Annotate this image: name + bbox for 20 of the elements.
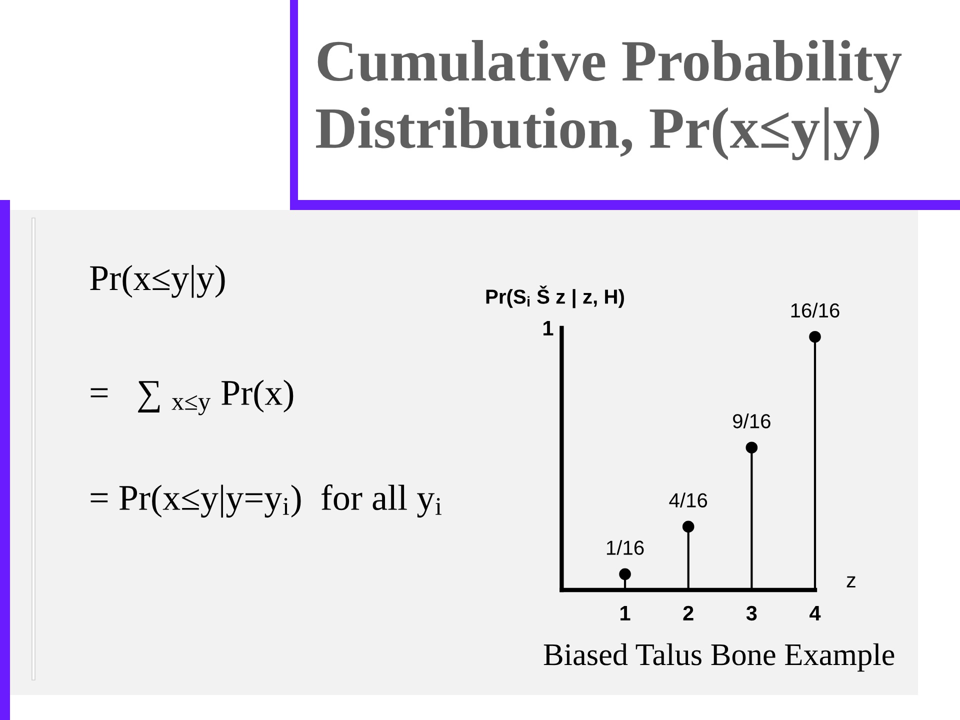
text: = ∑ $_{x≤y}$ Pr(x): [90, 380, 294, 416]
y-axis-title: Pr(S$_{i}$ Š z | z, H): [486, 286, 624, 308]
point: [746, 442, 758, 454]
chart-title: Cumulative Probability Distribution, Pr(x≤y|y): [316, 40, 902, 160]
data-label: 16/16: [791, 302, 840, 318]
text: Biased Talus Bone Example: [544, 643, 894, 672]
data-label: 4/16: [669, 492, 708, 508]
text: 1: [544, 321, 554, 336]
x-tick-label: 4: [810, 606, 821, 620]
x-tick-label: 3: [746, 606, 757, 621]
data-label: 9/16: [733, 414, 770, 428]
data-label: 1/16: [606, 540, 644, 555]
point: [619, 568, 631, 580]
x-tick-label: 2: [683, 606, 694, 620]
point: [682, 520, 694, 533]
text: = Pr(x≤y|y=y$_{i}$) for all y$_{i}$: [90, 484, 442, 518]
x-axis-title: z: [846, 576, 856, 588]
point: [809, 330, 821, 343]
text: Pr(x≤y|y): [90, 264, 225, 298]
x-tick-label: 1: [620, 606, 630, 620]
